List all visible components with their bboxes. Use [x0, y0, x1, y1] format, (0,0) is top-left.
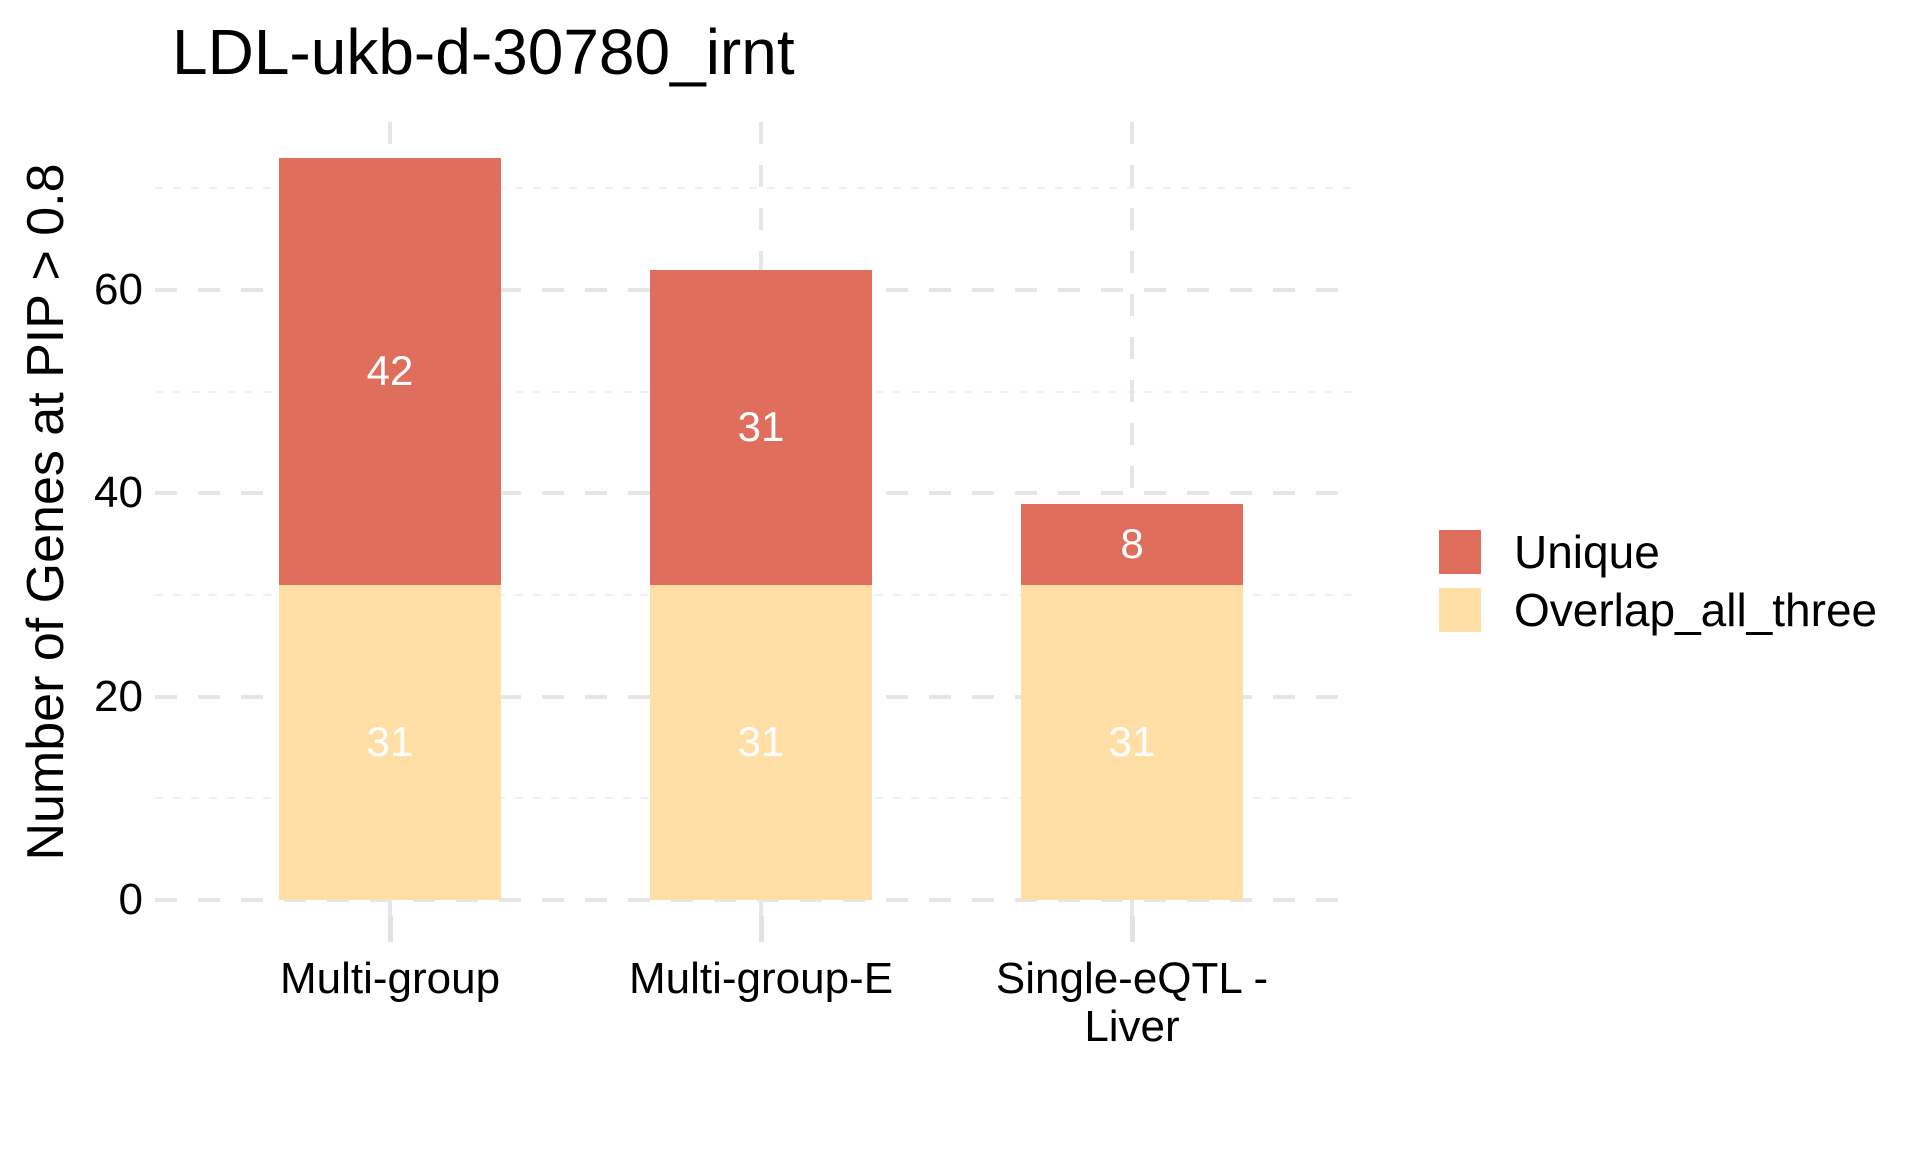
chart-title: LDL-ukb-d-30780_irnt	[172, 16, 795, 88]
legend-swatch-overlap-all-three	[1439, 588, 1481, 632]
legend-item-unique: Unique	[1439, 525, 1877, 579]
legend-swatch-unique	[1439, 530, 1481, 574]
bar-segment-unique	[650, 269, 872, 585]
bar-segment-unique	[279, 157, 501, 585]
legend: Unique Overlap_all_three	[1439, 525, 1877, 641]
x-axis-label: Single-eQTL - Liver	[995, 954, 1269, 1051]
y-axis-label: 60	[94, 265, 143, 315]
y-axis-label: 0	[118, 875, 143, 924]
x-axis-tick	[388, 916, 393, 942]
gridline-minor-horizontal	[155, 187, 1354, 190]
y-axis-label: 20	[94, 671, 143, 721]
y-axis-label: 40	[94, 468, 143, 518]
gridline-major-horizontal	[155, 898, 1354, 902]
bar-segment-overlap_all_three	[279, 584, 501, 900]
x-axis-tick	[759, 916, 764, 942]
bar-value-label: 31	[737, 718, 785, 766]
bar-segment-unique	[1021, 503, 1243, 585]
bar-value-label: 31	[366, 718, 414, 766]
x-axis-label: Multi-group-E	[628, 954, 894, 1003]
bar-segment-overlap_all_three	[1021, 584, 1243, 900]
x-axis-label: Multi-group	[279, 954, 501, 1003]
bar-segment-overlap_all_three	[650, 584, 872, 900]
legend-label-unique: Unique	[1514, 526, 1660, 578]
legend-item-overlap-all-three: Overlap_all_three	[1439, 583, 1877, 637]
x-axis-tick	[1130, 916, 1135, 942]
bar-value-label: 42	[366, 347, 414, 395]
legend-label-overlap-all-three: Overlap_all_three	[1514, 584, 1878, 636]
bar-value-label: 8	[1120, 520, 1144, 568]
bar-value-label: 31	[1108, 718, 1156, 766]
bar-value-label: 31	[737, 403, 785, 451]
